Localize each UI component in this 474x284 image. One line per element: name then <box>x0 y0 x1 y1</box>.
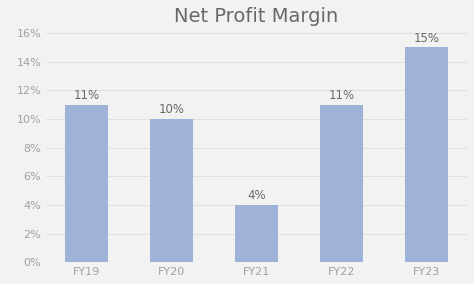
Text: 11%: 11% <box>73 89 100 102</box>
Text: 10%: 10% <box>158 103 184 116</box>
Title: Net Profit Margin: Net Profit Margin <box>174 7 338 26</box>
Bar <box>405 47 448 262</box>
Text: 4%: 4% <box>247 189 266 202</box>
Bar <box>150 119 193 262</box>
Bar <box>65 105 108 262</box>
Text: 15%: 15% <box>414 32 440 45</box>
Text: 11%: 11% <box>328 89 355 102</box>
Bar <box>320 105 363 262</box>
Bar <box>235 205 278 262</box>
